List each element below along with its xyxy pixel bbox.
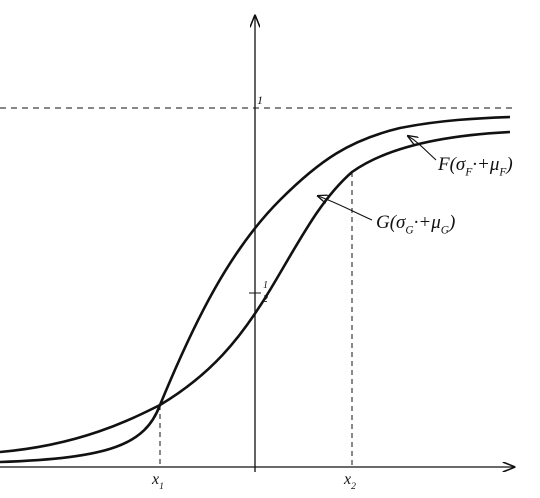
- g-leader: [318, 196, 373, 221]
- subscript: G: [441, 225, 449, 237]
- subscript: F: [498, 167, 507, 179]
- subscript: 2: [351, 481, 356, 492]
- f-label: F(σF·+μF): [437, 154, 513, 179]
- half-num: 1: [263, 280, 268, 291]
- subscript: F: [464, 167, 473, 179]
- x2-label: x2: [343, 471, 356, 492]
- label-part: x: [343, 471, 351, 488]
- label-text: x2: [343, 471, 356, 492]
- half-den: 2: [263, 294, 268, 305]
- label-text: F(σF·+μF): [437, 154, 513, 179]
- label-part: ·+μ: [472, 154, 499, 175]
- curve-f: [0, 115, 511, 464]
- one-label: 1: [257, 93, 263, 107]
- label-part: ): [448, 212, 455, 233]
- curve-g: [0, 130, 511, 454]
- f-leader: [408, 136, 437, 161]
- label-part: F(σ: [437, 154, 466, 175]
- label-part: ·+μ: [414, 212, 441, 233]
- label-part: x: [151, 471, 159, 488]
- label-text: G(σG·+μG): [376, 212, 455, 237]
- subscript: G: [405, 225, 413, 237]
- subscript: 1: [159, 481, 164, 492]
- label-text: x1: [151, 471, 164, 492]
- g-label: G(σG·+μG): [376, 212, 455, 237]
- label-part: G(σ: [376, 212, 406, 233]
- x1-label: x1: [151, 471, 164, 492]
- label-part: ): [505, 154, 512, 175]
